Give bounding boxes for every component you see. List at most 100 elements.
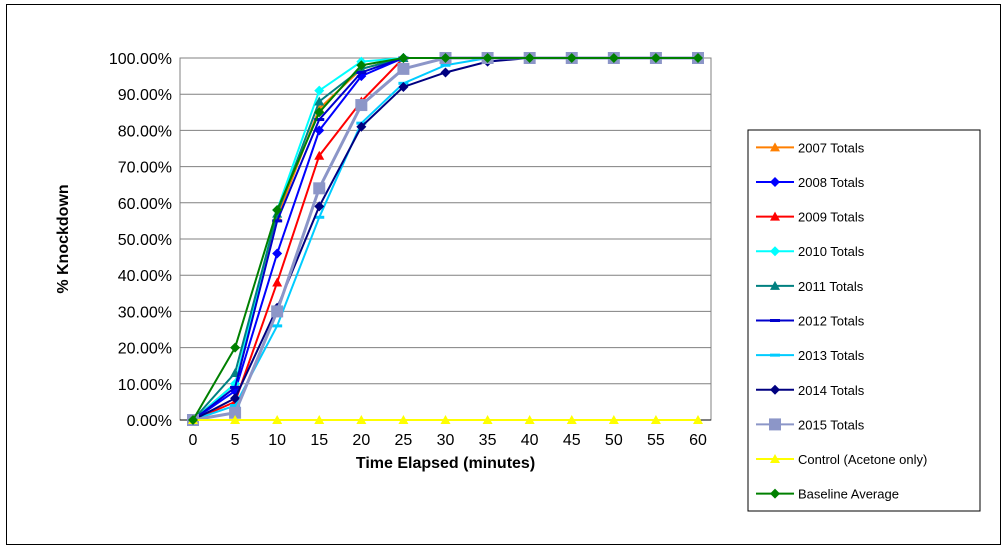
data-point [272, 219, 283, 223]
y-tick-label: 50.00% [118, 232, 172, 249]
data-point [356, 121, 367, 132]
data-point [356, 70, 367, 74]
y-tick-label: 60.00% [118, 196, 172, 213]
y-tick-label: 100.00% [109, 51, 172, 68]
legend-marker [770, 353, 780, 357]
data-point [398, 81, 409, 92]
data-point [272, 415, 283, 424]
y-axis-tick-labels: 0.00% 10.00% 20.00% 30.00% 40.00% 50.00% 60.00… [109, 51, 172, 430]
data-point [650, 53, 661, 63]
data-point [314, 118, 325, 122]
legend: 2007 Totals 2008 Totals 2009 Totals 2010 To… [747, 129, 981, 512]
x-tick-label: 5 [231, 432, 240, 449]
legend-marker [770, 176, 780, 187]
data-point [524, 415, 535, 424]
data-point [398, 415, 409, 424]
legend-marker [770, 319, 780, 322]
x-tick-label: 60 [689, 432, 707, 449]
data-point [440, 415, 451, 424]
data-point [440, 53, 451, 63]
data-point [566, 53, 577, 63]
data-point [230, 385, 241, 389]
x-tick-label: 30 [437, 432, 455, 449]
x-tick-label: 25 [395, 432, 413, 449]
data-point [272, 277, 283, 287]
legend-item: 2010 Totals [756, 244, 865, 259]
legend-label: 2011 Totals [798, 279, 864, 294]
legend-label: 2015 Totals [798, 417, 865, 432]
data-point [229, 406, 242, 419]
legend-item: Baseline Average [756, 487, 899, 502]
legend-item: 2012 Totals [756, 314, 865, 329]
data-point [314, 201, 325, 212]
legend-item: 2007 Totals [756, 140, 865, 155]
legend-marker [770, 280, 780, 290]
x-tick-label: 50 [605, 432, 623, 449]
data-point [230, 342, 241, 353]
data-point [188, 415, 198, 425]
data-point [440, 67, 451, 78]
legend-label: 2010 Totals [798, 244, 865, 259]
data-point [482, 415, 493, 424]
y-tick-label: 70.00% [118, 160, 172, 177]
data-point [314, 415, 325, 424]
x-axis-tick-labels: 0 5 10 15 20 25 30 35 40 45 50 55 60 [189, 432, 707, 449]
x-tick-label: 20 [352, 432, 370, 449]
data-point [693, 53, 703, 63]
legend-item: 2011 Totals [756, 279, 864, 294]
legend-label: 2012 Totals [798, 314, 865, 329]
data-point [693, 415, 703, 424]
legend-marker [770, 488, 780, 499]
y-tick-label: 10.00% [118, 377, 172, 394]
data-point [608, 415, 619, 424]
data-point [314, 107, 325, 118]
x-axis-title: Time Elapsed (minutes) [356, 455, 535, 472]
legend-marker [770, 246, 780, 257]
legend-label: 2014 Totals [798, 383, 865, 398]
data-point [314, 85, 325, 96]
y-tick-label: 20.00% [118, 341, 172, 358]
data-point [355, 99, 368, 112]
legend-label: 2007 Totals [798, 140, 865, 155]
legend-label: 2008 Totals [798, 175, 865, 190]
data-point [314, 215, 325, 219]
data-point [230, 415, 241, 424]
legend-label: 2009 Totals [798, 210, 865, 225]
data-point [650, 415, 661, 424]
data-point [482, 53, 493, 63]
legend-item: 2009 Totals [756, 210, 865, 225]
x-tick-label: 40 [521, 432, 539, 449]
y-axis-title: % Knockdown [55, 184, 72, 293]
series-10 [188, 53, 703, 425]
x-tick-label: 55 [647, 432, 665, 449]
legend-item: 2014 Totals [756, 383, 865, 398]
data-point [230, 393, 241, 404]
x-tick-label: 10 [268, 432, 286, 449]
data-point [313, 182, 326, 195]
legend-item: Control (Acetone only) [756, 452, 927, 467]
series-layer [187, 52, 704, 426]
legend-marker [770, 142, 780, 152]
y-tick-label: 0.00% [127, 413, 172, 430]
data-point [230, 404, 241, 408]
legend-item: 2015 Totals [756, 417, 865, 432]
legend-item: 2008 Totals [756, 175, 865, 190]
data-point [356, 415, 367, 424]
data-point [398, 53, 409, 63]
legend-marker [770, 454, 780, 464]
legend-marker [770, 211, 780, 221]
legend-marker [769, 418, 781, 431]
legend-label: Baseline Average [798, 487, 899, 502]
y-tick-label: 40.00% [118, 268, 172, 285]
data-point [314, 96, 325, 106]
data-point [272, 205, 283, 216]
data-point [314, 150, 325, 160]
data-point [524, 53, 535, 63]
y-tick-label: 90.00% [118, 87, 172, 104]
legend-marker [770, 384, 780, 395]
y-tick-label: 30.00% [118, 304, 172, 321]
data-point [272, 324, 283, 328]
data-point [566, 415, 577, 424]
data-point [397, 62, 410, 75]
